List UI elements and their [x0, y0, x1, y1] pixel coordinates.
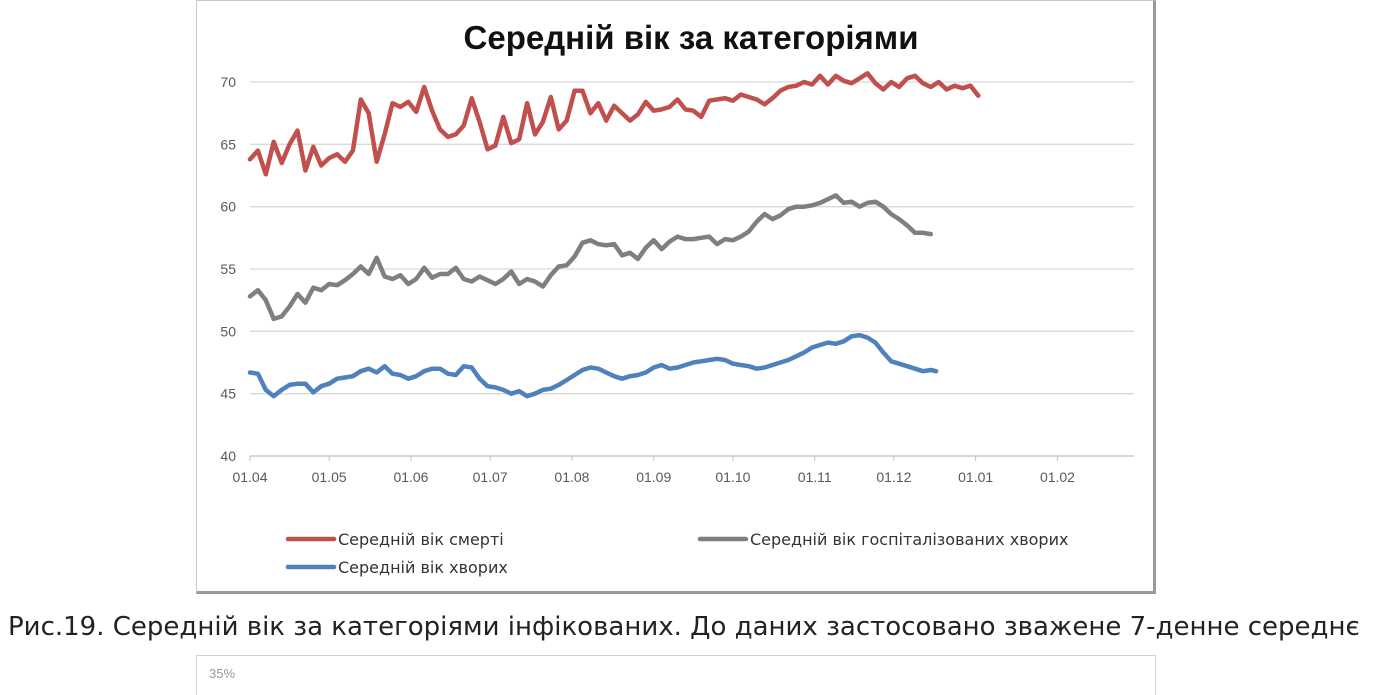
x-tick-label: 01.07: [473, 469, 508, 485]
y-tick-label: 50: [220, 323, 236, 339]
y-tick-label: 45: [220, 386, 236, 402]
x-tick-label: 01.05: [312, 469, 347, 485]
line-chart: 40 45 50 55 60 65 70 01.04 01.05 01.06 01.07 01.08 0…: [220, 19, 1134, 577]
y-tick-label: 60: [220, 199, 236, 215]
chart-title: Середній вік за категоріями: [464, 19, 919, 56]
x-tick-label: 01.02: [1040, 469, 1075, 485]
x-tick-label: 01.09: [636, 469, 671, 485]
legend-label: Середній вік хворих: [338, 558, 508, 577]
legend-label: Середній вік смерті: [338, 530, 504, 549]
legend-label: Середній вік госпіталізованих хворих: [750, 530, 1068, 549]
y-tick-label: 65: [220, 136, 236, 152]
x-tick-label: 01.08: [554, 469, 589, 485]
x-tick-label: 01.04: [232, 469, 267, 485]
legend: Середній вік смерті Середній вік госпітал…: [285, 530, 1068, 577]
x-tick-label: 01.12: [876, 469, 911, 485]
y-tick-label: 40: [220, 448, 236, 464]
figure-caption: Рис.19. Середній вік за категоріями інфі…: [8, 612, 1360, 642]
series-line: [247, 332, 939, 399]
next-chart-tick-label: 35%: [209, 666, 236, 681]
grid-lines: [250, 81, 1134, 395]
x-tick-label: 01.11: [798, 469, 832, 485]
x-tick-label: 01.01: [958, 469, 993, 485]
next-chart-frame: 35%: [196, 655, 1156, 695]
x-tick-label: 01.10: [715, 469, 750, 485]
axes: 40 45 50 55 60 65 70 01.04 01.05 01.06 01.07 01.08 0…: [220, 74, 1134, 485]
series-lines: [247, 71, 981, 399]
series-line: [247, 71, 981, 177]
x-tick-label: 01.06: [393, 469, 428, 485]
y-tick-label: 55: [220, 261, 236, 277]
series-line: [247, 193, 934, 322]
chart-frame: 40 45 50 55 60 65 70 01.04 01.05 01.06 01.07 01.08 0…: [196, 0, 1156, 594]
y-tick-label: 70: [220, 74, 236, 90]
